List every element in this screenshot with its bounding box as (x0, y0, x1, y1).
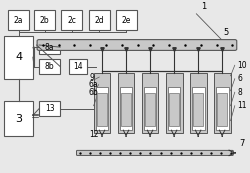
Bar (166, 73, 182, 133)
Text: 6: 6 (237, 74, 242, 83)
Bar (96, 87, 108, 130)
Bar (4, 36, 33, 79)
Bar (214, 73, 230, 133)
Bar (142, 73, 158, 133)
Bar (89, 10, 110, 30)
Bar (69, 59, 87, 74)
Text: 8a: 8a (45, 43, 54, 52)
Text: 2b: 2b (40, 16, 50, 25)
Bar (121, 93, 131, 125)
Bar (39, 59, 60, 74)
FancyBboxPatch shape (76, 150, 233, 156)
Text: 1: 1 (201, 2, 206, 11)
Text: 12: 12 (89, 130, 99, 139)
Bar (145, 93, 155, 125)
Bar (169, 93, 179, 125)
Bar (190, 73, 206, 133)
Bar (62, 10, 82, 30)
FancyBboxPatch shape (37, 40, 237, 50)
Bar (39, 102, 60, 116)
Text: 2d: 2d (94, 16, 104, 25)
Text: 13: 13 (45, 104, 54, 113)
Text: 5: 5 (224, 28, 229, 37)
Bar (192, 87, 204, 130)
Text: 2c: 2c (68, 16, 76, 25)
Text: 8: 8 (237, 88, 242, 97)
Bar (218, 93, 227, 125)
Bar (194, 93, 203, 125)
Text: 8b: 8b (45, 62, 54, 71)
Bar (116, 10, 137, 30)
Bar (97, 93, 107, 125)
Text: 7: 7 (240, 139, 245, 148)
Text: 14: 14 (73, 62, 83, 71)
Bar (94, 73, 110, 133)
Text: 6b: 6b (89, 88, 99, 97)
Bar (168, 87, 180, 130)
Bar (8, 10, 29, 30)
Bar (4, 102, 33, 136)
Text: 2e: 2e (122, 16, 131, 25)
Text: 11: 11 (237, 101, 247, 110)
Bar (120, 87, 132, 130)
Text: 10: 10 (237, 61, 247, 70)
Bar (144, 87, 156, 130)
Bar (39, 40, 60, 54)
Text: 9: 9 (89, 72, 94, 81)
Text: 2a: 2a (14, 16, 24, 25)
Text: 6a: 6a (89, 80, 98, 89)
Bar (34, 10, 55, 30)
Bar (118, 73, 134, 133)
Text: 3: 3 (15, 114, 22, 124)
Bar (216, 87, 228, 130)
Text: 4: 4 (15, 52, 22, 62)
